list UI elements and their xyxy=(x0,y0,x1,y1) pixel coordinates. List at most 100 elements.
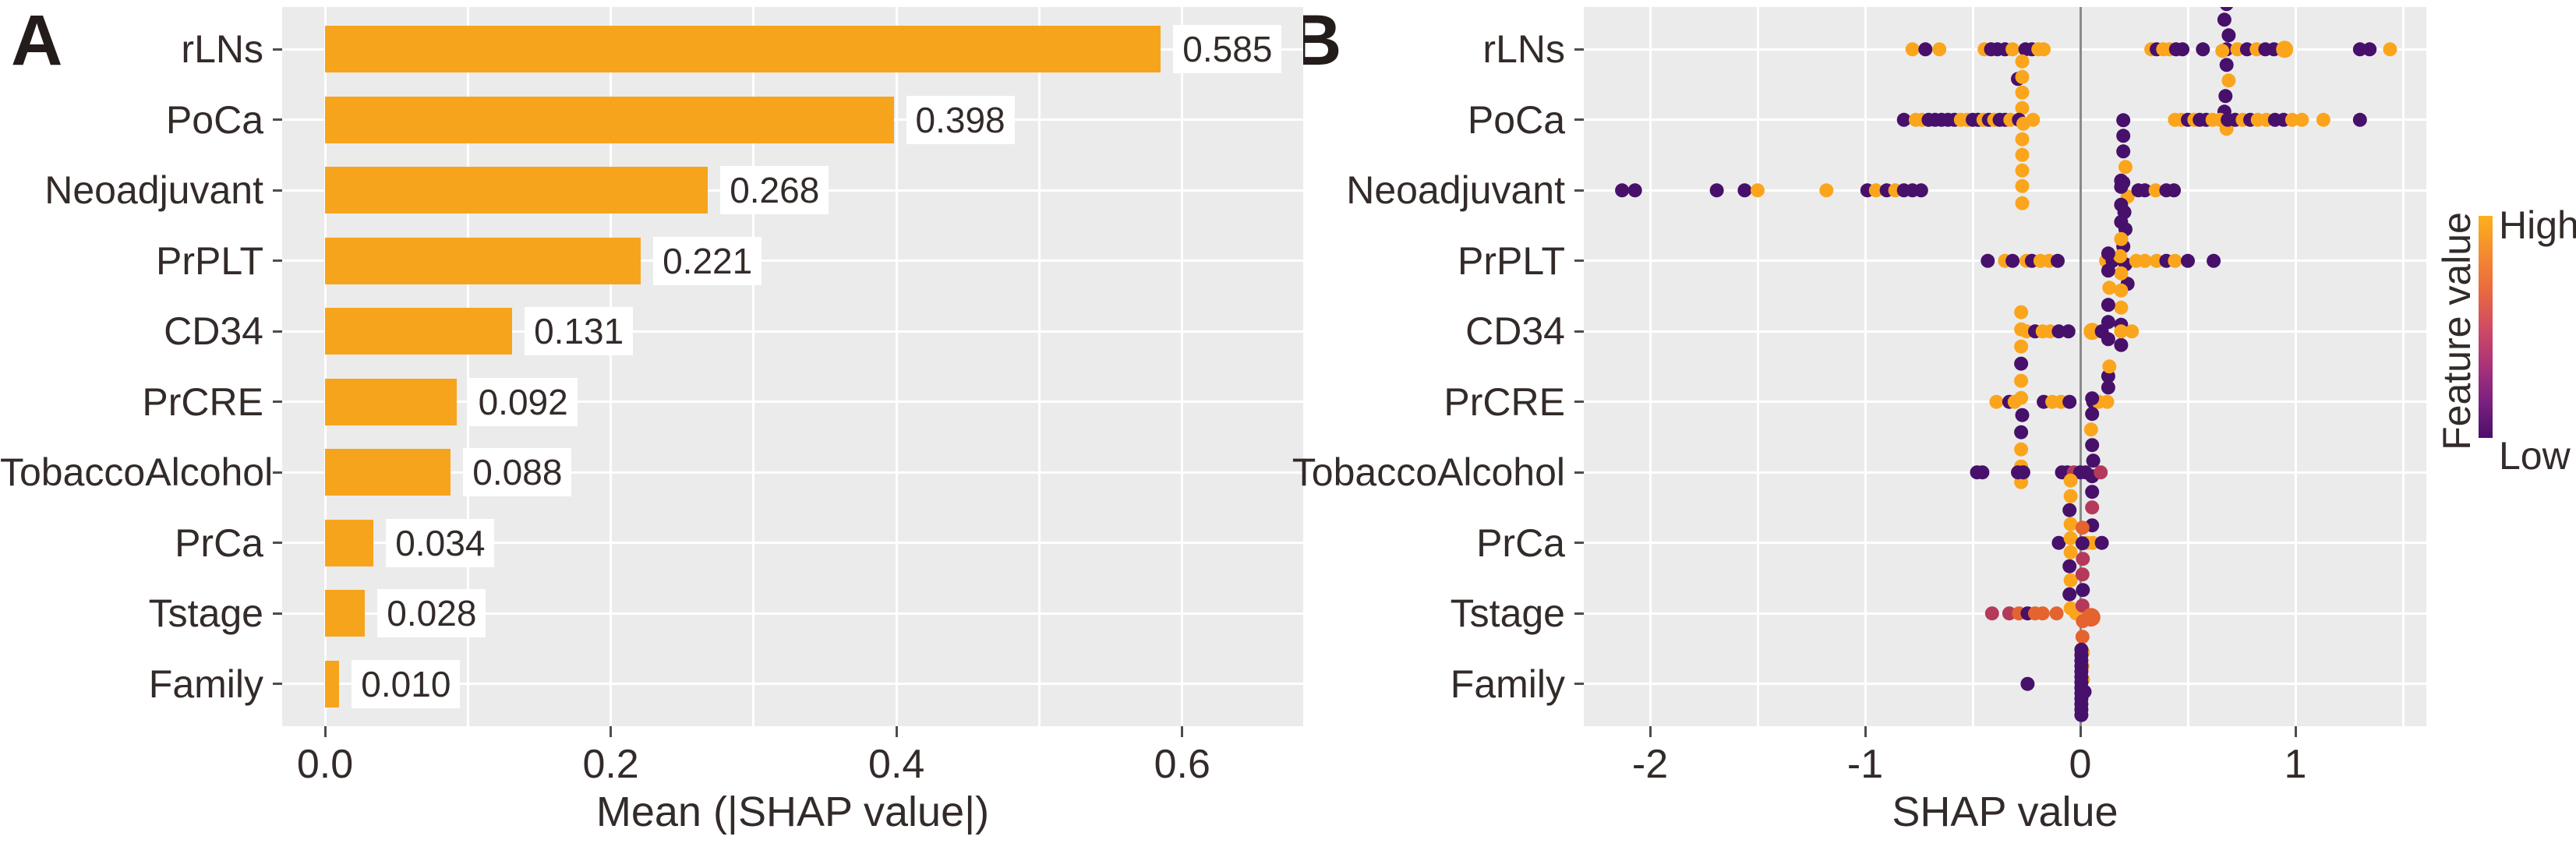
gridline xyxy=(610,7,613,726)
shap-dot xyxy=(2062,394,2077,409)
shap-dot xyxy=(2218,89,2233,104)
y-axis-label: rLNs xyxy=(1482,27,1565,72)
gridline xyxy=(1584,542,2426,545)
shap-dot xyxy=(2016,465,2030,480)
shap-dot xyxy=(2362,42,2377,57)
shap-dot xyxy=(2062,587,2077,602)
shap-dot xyxy=(2015,196,2030,210)
shap-dot xyxy=(1984,606,1999,621)
shap-dot xyxy=(2085,500,2100,515)
shap-dot xyxy=(2051,253,2065,268)
bar xyxy=(325,660,340,708)
bar xyxy=(325,96,894,143)
x-tick-label: 0.0 xyxy=(296,742,354,787)
shap-dot xyxy=(1627,183,1642,198)
bar-value-label: 0.010 xyxy=(352,659,461,708)
shap-dot xyxy=(2020,676,2035,691)
shap-dot xyxy=(2026,112,2041,127)
shap-dot xyxy=(2014,442,2029,457)
shap-dot xyxy=(2014,390,2029,405)
y-tick-mark xyxy=(1574,612,1584,615)
gridline xyxy=(1584,330,2426,333)
shap-dot xyxy=(2148,183,2163,198)
shap-dot xyxy=(2383,42,2398,57)
x-tick-label: 0.4 xyxy=(868,742,925,787)
bar xyxy=(325,167,708,214)
shap-dot xyxy=(2094,535,2109,550)
bar xyxy=(325,308,513,355)
bar xyxy=(325,449,451,496)
shap-dot xyxy=(2075,630,2090,644)
shap-dot xyxy=(2063,531,2078,545)
shap-dot xyxy=(2015,69,2030,84)
bar-value-label: 0.398 xyxy=(906,95,1015,144)
shap-dot xyxy=(2137,183,2152,198)
shap-dot xyxy=(2137,253,2152,268)
shap-dot xyxy=(2094,465,2108,480)
shap-dot xyxy=(2239,42,2254,57)
y-axis-label: Family xyxy=(148,662,263,706)
gridline xyxy=(282,401,1303,404)
y-axis-label: Tstage xyxy=(1450,591,1565,636)
shap-dot xyxy=(2085,485,2100,499)
beeswarm-x-axis-title: SHAP value xyxy=(1892,789,2118,835)
y-axis-label: CD34 xyxy=(1465,309,1565,354)
shap-dot xyxy=(2221,73,2236,88)
gridline xyxy=(466,7,469,726)
shap-dot xyxy=(2101,298,2115,312)
y-tick-mark xyxy=(1574,683,1584,686)
y-tick-mark xyxy=(1574,330,1584,333)
shap-dot xyxy=(2075,598,2090,613)
shap-dot xyxy=(2196,42,2210,57)
y-tick-mark xyxy=(273,48,282,51)
shap-dot xyxy=(1989,394,2004,409)
y-tick-mark xyxy=(1574,471,1584,474)
shap-dot xyxy=(2051,324,2066,339)
shap-dot xyxy=(2015,54,2030,69)
x-tick-label: 0.2 xyxy=(582,742,639,787)
bar-value-label: 0.088 xyxy=(463,448,572,497)
shap-dot xyxy=(2014,339,2029,354)
colorbar-high-label: High xyxy=(2499,203,2576,247)
shap-dot xyxy=(1615,183,1630,198)
x-tick-mark xyxy=(1181,726,1184,737)
shap-dot xyxy=(1981,253,1995,268)
gridline xyxy=(282,683,1303,686)
y-tick-mark xyxy=(273,612,282,615)
shap-dot xyxy=(1932,42,1947,57)
gridline xyxy=(1584,471,2426,474)
gridline xyxy=(1971,7,1974,726)
shap-dot xyxy=(2002,606,2016,621)
shap-dot xyxy=(2063,489,2078,503)
shap-dot xyxy=(2037,42,2051,57)
shap-dot xyxy=(2061,324,2076,339)
x-tick-mark xyxy=(1648,726,1652,737)
shap-dot xyxy=(2316,112,2330,127)
gridline xyxy=(2294,7,2297,726)
shap-dot xyxy=(2101,332,2115,347)
shap-dot xyxy=(2284,112,2299,127)
shap-dot xyxy=(2118,160,2133,175)
bar-value-label: 0.028 xyxy=(377,589,486,638)
shap-dot xyxy=(2085,391,2100,406)
gridline xyxy=(2079,7,2082,726)
shap-dot xyxy=(2014,305,2029,319)
shap-dot xyxy=(2150,253,2164,268)
shap-dot xyxy=(2077,684,2092,699)
shap-dot xyxy=(2086,453,2101,468)
shap-dot xyxy=(2063,473,2078,488)
shap-dot xyxy=(2114,337,2129,352)
shap-dot xyxy=(2051,535,2066,550)
shap-dot xyxy=(2074,708,2089,722)
gridline xyxy=(2401,7,2405,726)
bar-value-label: 0.131 xyxy=(525,307,634,356)
gridline xyxy=(282,330,1303,333)
shap-dot xyxy=(2035,606,2050,621)
y-axis-label: PrCa xyxy=(1476,521,1565,565)
shap-dot xyxy=(2015,163,2030,178)
shap-dot xyxy=(2352,112,2367,127)
shap-dot xyxy=(2015,147,2030,162)
shap-dot xyxy=(2101,263,2115,278)
gridline xyxy=(1756,7,1759,726)
y-axis-label: TobaccoAlcohol xyxy=(1292,450,1565,495)
